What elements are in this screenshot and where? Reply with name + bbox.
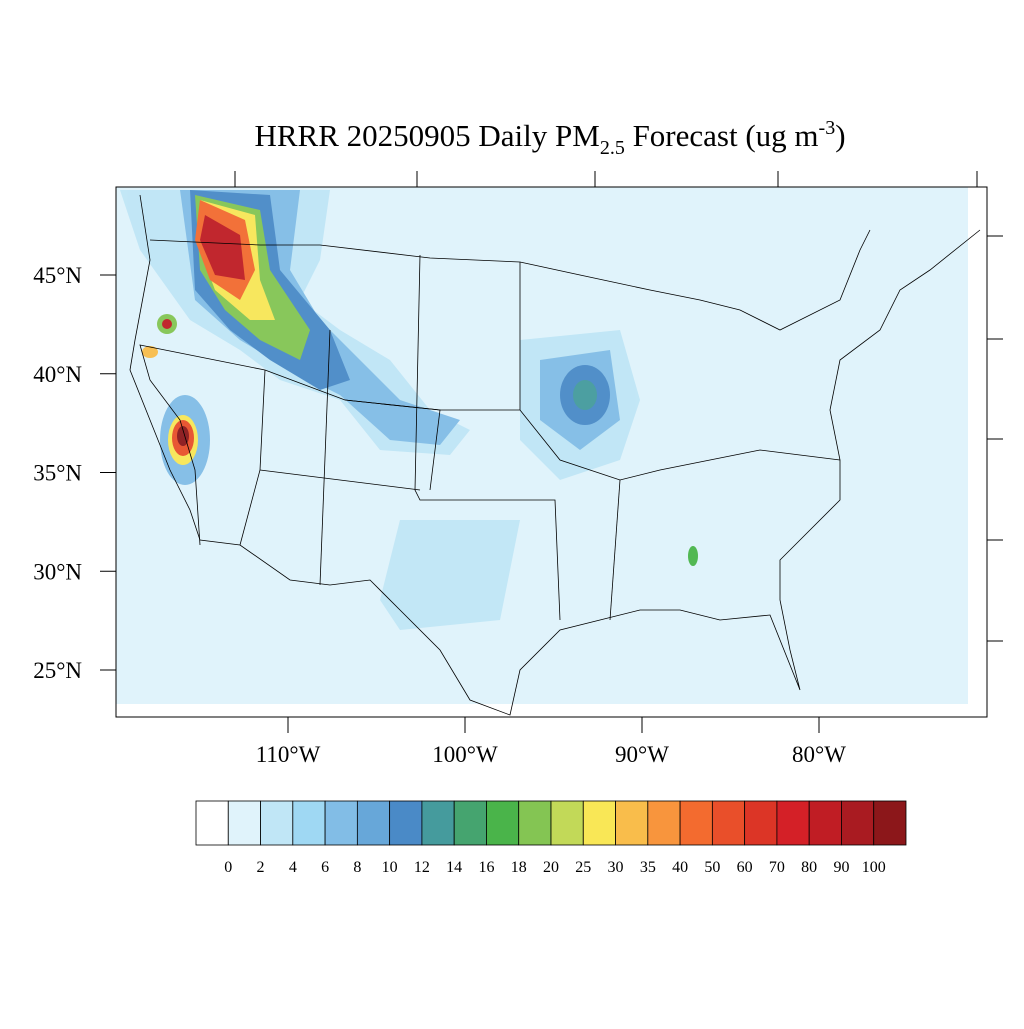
colorbar-box <box>389 800 423 846</box>
lat-label: 35°N <box>33 461 82 486</box>
lon-label: 90°W <box>615 742 669 767</box>
title-end: ) <box>835 118 845 153</box>
colorbar-box <box>453 800 487 846</box>
colorbar-label: 18 <box>511 859 527 876</box>
colorbar-label: 20 <box>543 859 559 876</box>
colorbar-label: 30 <box>608 859 624 876</box>
boundaries <box>129 194 981 716</box>
colorbar-box <box>679 800 713 846</box>
colorbar-label: 90 <box>833 859 849 876</box>
colorbar-label: 4 <box>289 859 297 876</box>
title: HRRR 20250905 Daily PM2.5 Forecast (ug m… <box>254 117 845 159</box>
colorbar-label: 6 <box>321 859 329 876</box>
colorbar-box <box>582 800 616 846</box>
frame-ticks <box>234 171 1003 642</box>
colorbar-box <box>518 800 552 846</box>
colorbar-label: 10 <box>382 859 398 876</box>
colorbar-label: 35 <box>640 859 656 876</box>
colorbar-box <box>808 800 842 846</box>
lon-label: 80°W <box>792 742 846 767</box>
colorbar-label: 8 <box>353 859 361 876</box>
colorbar-box <box>776 800 810 846</box>
colorbar-label: 16 <box>478 859 494 876</box>
colorbar-box <box>873 800 907 846</box>
colorbar-box <box>486 800 520 846</box>
colorbar-box <box>324 800 358 846</box>
title-sup: -3 <box>819 117 836 139</box>
colorbar-box <box>195 800 229 846</box>
lat-label: 25°N <box>33 658 82 683</box>
colorbar-box <box>260 800 294 846</box>
colorbar-box <box>615 800 649 846</box>
colorbar-box <box>421 800 455 846</box>
lat-label: 45°N <box>33 263 82 288</box>
colorbar-label: 25 <box>575 859 591 876</box>
title-main: HRRR 20250905 Daily PM <box>254 118 599 153</box>
title-rest: Forecast (ug m <box>625 118 819 153</box>
lat-label: 40°N <box>33 362 82 387</box>
colorbar-label: 40 <box>672 859 688 876</box>
colorbar-label: 100 <box>862 859 886 876</box>
colorbar-box <box>227 800 261 846</box>
colorbar-box <box>841 800 875 846</box>
colorbar-label: 60 <box>737 859 753 876</box>
lat-label: 30°N <box>33 559 82 584</box>
lon-label: 100°W <box>432 742 498 767</box>
colorbar-box <box>356 800 391 846</box>
colorbar-label: 14 <box>446 859 462 876</box>
colorbar-label: 2 <box>257 859 265 876</box>
lon-label: 110°W <box>256 742 321 767</box>
colorbar-box <box>711 800 746 846</box>
colorbar-box <box>744 800 778 846</box>
colorbar-label: 80 <box>801 859 817 876</box>
colorbar-box <box>647 800 681 846</box>
colorbar-box <box>550 800 584 846</box>
colorbar-label: 50 <box>704 859 720 876</box>
map-area <box>115 171 1003 718</box>
colorbar-label: 0 <box>224 859 232 876</box>
colorbar-box <box>292 800 326 846</box>
plumes <box>120 190 698 630</box>
colorbar-label: 70 <box>769 859 785 876</box>
title-sub: 2.5 <box>600 137 625 159</box>
colorbar-label: 12 <box>414 859 430 876</box>
map-frame <box>115 186 988 718</box>
